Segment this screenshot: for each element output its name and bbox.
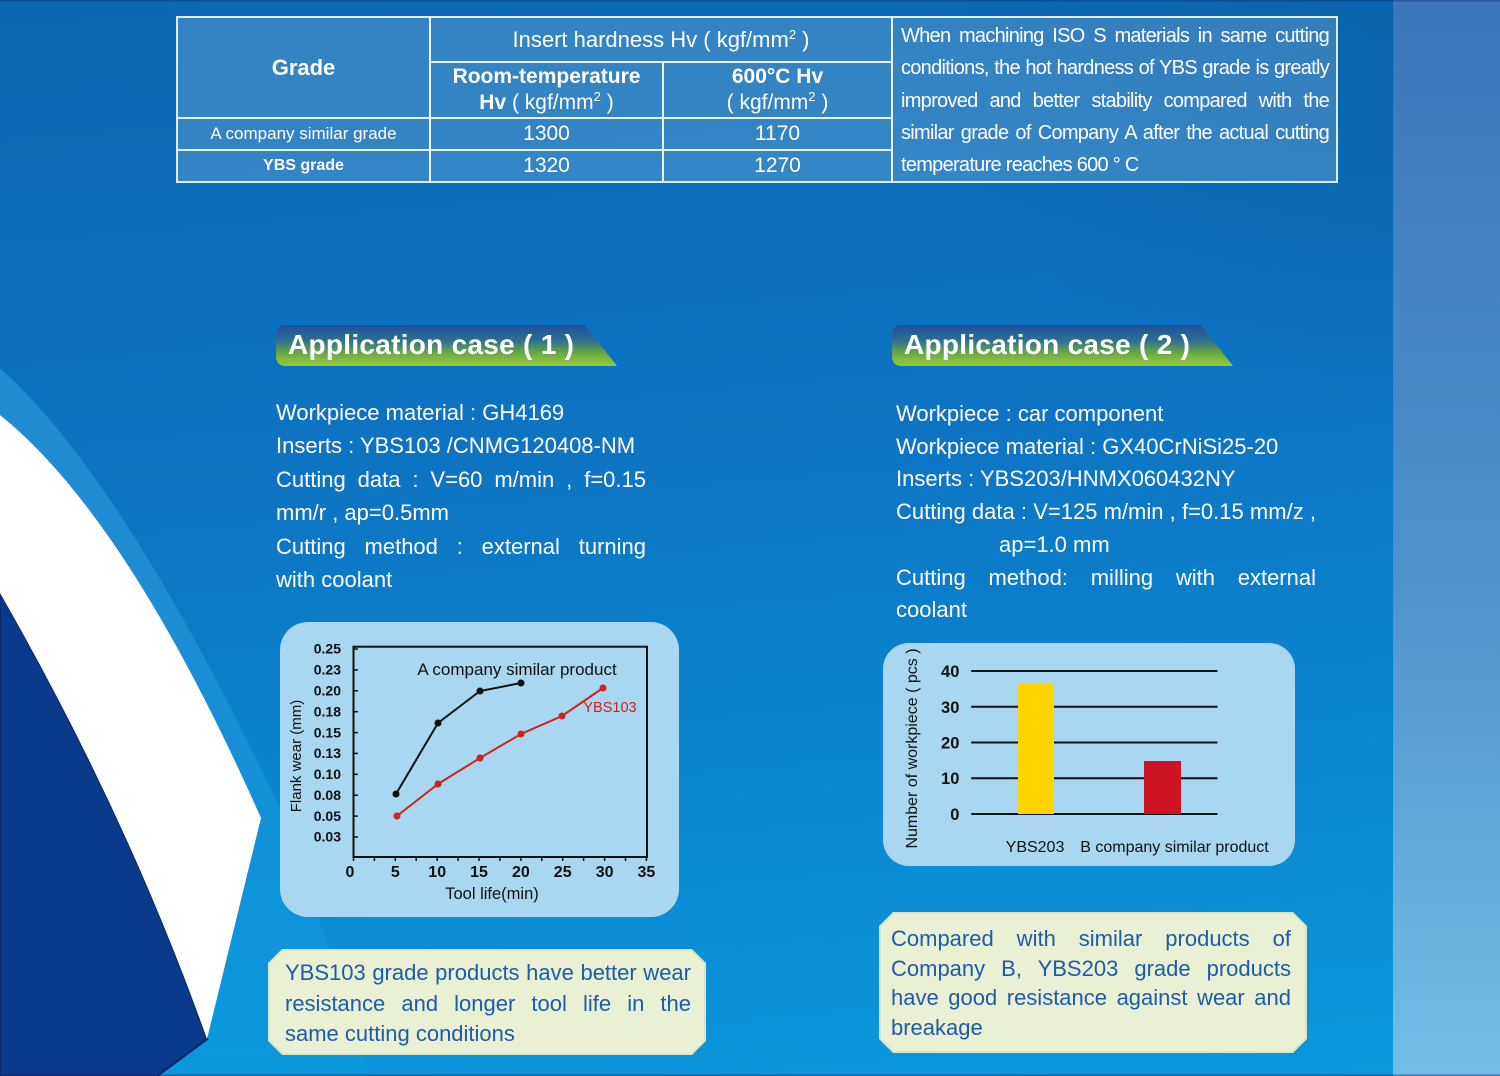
svg-text:YBS203: YBS203 — [1006, 839, 1065, 856]
svg-text:35: 35 — [638, 864, 656, 881]
svg-text:0.08: 0.08 — [314, 787, 341, 803]
svg-text:0.13: 0.13 — [314, 745, 341, 761]
svg-text:30: 30 — [941, 699, 959, 717]
svg-text:YBS103: YBS103 — [583, 700, 636, 716]
svg-text:B company similar product: B company similar product — [1080, 839, 1269, 856]
svg-text:25: 25 — [554, 864, 572, 881]
svg-text:0.25: 0.25 — [314, 641, 341, 657]
svg-text:Tool life(min): Tool life(min) — [445, 885, 539, 903]
svg-text:0.18: 0.18 — [314, 703, 341, 719]
svg-text:Flank wear (mm): Flank wear (mm) — [288, 700, 305, 813]
svg-text:0.03: 0.03 — [314, 829, 341, 845]
svg-text:15: 15 — [470, 864, 488, 881]
svg-text:0.23: 0.23 — [314, 662, 341, 678]
svg-text:10: 10 — [428, 864, 446, 881]
svg-text:0.15: 0.15 — [314, 724, 341, 740]
svg-text:5: 5 — [391, 864, 400, 881]
svg-text:20: 20 — [512, 864, 530, 881]
svg-text:0.05: 0.05 — [314, 808, 341, 824]
svg-text:Number of workpiece ( pcs ): Number of workpiece ( pcs ) — [904, 648, 921, 848]
svg-text:0.20: 0.20 — [314, 683, 341, 699]
svg-text:0: 0 — [950, 806, 959, 824]
svg-text:A company similar product: A company similar product — [417, 660, 617, 679]
svg-text:0: 0 — [346, 864, 355, 881]
svg-text:0.10: 0.10 — [314, 766, 341, 782]
svg-text:20: 20 — [941, 735, 959, 753]
svg-text:40: 40 — [941, 663, 959, 681]
svg-text:30: 30 — [596, 864, 614, 881]
svg-text:10: 10 — [941, 770, 959, 788]
